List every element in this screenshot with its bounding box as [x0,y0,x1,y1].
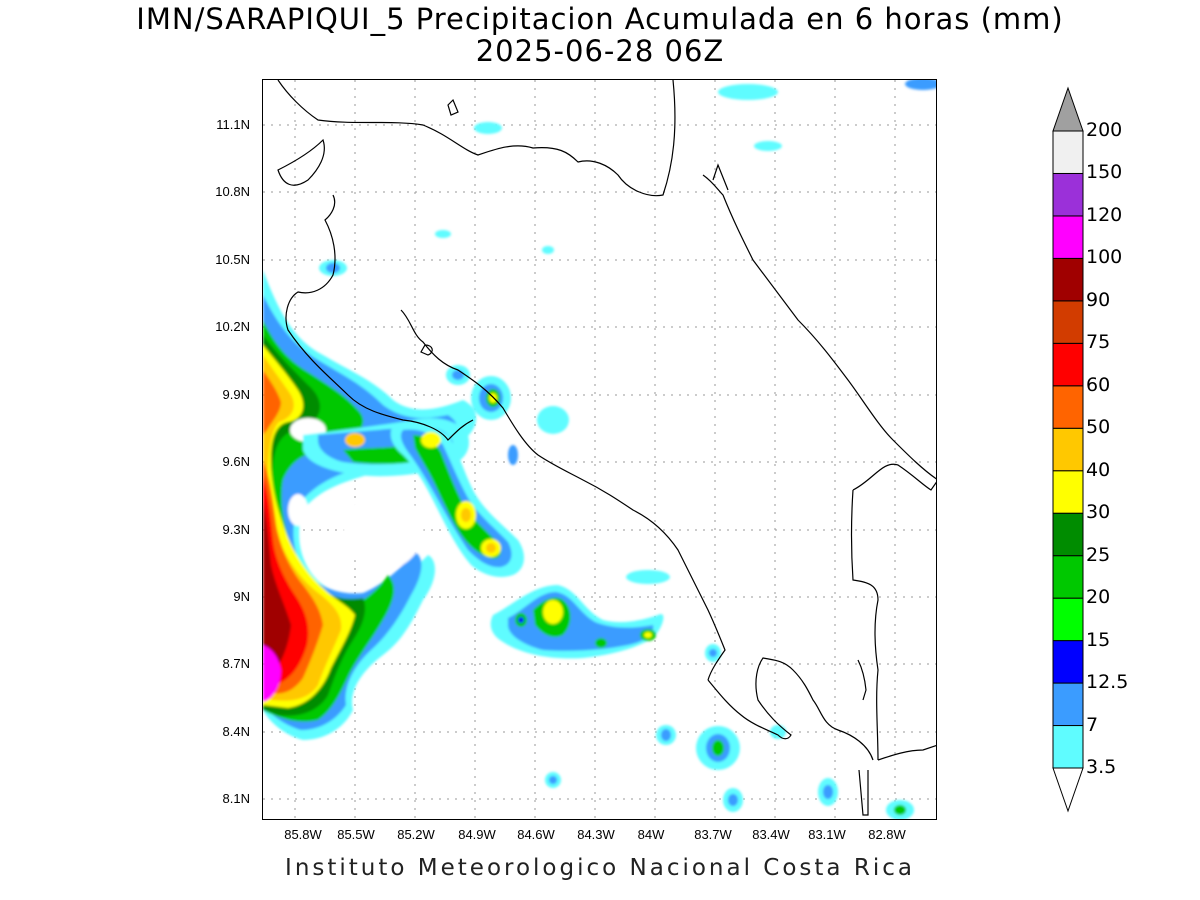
legend-swatch [1052,257,1084,302]
color-legend: 3.5 7 12.5 15 20 25 30 40 50 60 75 90 100 120 150 200 [1050,85,1190,815]
legend-level-label: 150 [1086,161,1123,184]
lat-tick-label: 10.5N [215,252,250,267]
legend-level-label: 3.5 [1086,756,1117,778]
map-canvas [263,80,936,819]
graticule [263,80,936,819]
lat-tick-label: 9.6N [222,454,250,469]
legend-swatch [1052,427,1084,472]
lat-tick-label: 9.9N [222,387,250,402]
chart-subtitle-date: 2025-06-28 06Z [475,34,725,68]
legend-colorbar [1052,86,1084,813]
legend-level-label: 100 [1086,246,1123,269]
lon-tick-label: 85.8W [284,827,322,842]
lon-tick-label: 84W [637,827,665,842]
legend-level-label: 7 [1086,713,1099,736]
legend-level-label: 15 [1086,628,1111,651]
lat-tick-label: 8.4N [222,724,250,739]
legend-swatch [1052,172,1084,217]
precipitation-map [262,79,937,820]
legend-level-label: 200 [1086,119,1123,141]
legend-swatch [1052,130,1084,174]
lat-tick-label: 9N [233,589,250,604]
lon-tick-label: 83.7W [694,827,732,842]
legend-level-label: 20 [1086,586,1111,609]
legend-level-label: 12.5 [1086,671,1129,694]
legend-level-label: 60 [1086,373,1111,396]
legend-swatch [1052,597,1084,642]
legend-swatch [1052,512,1084,557]
footer-credit: Instituto Meteorologico Nacional Costa R… [285,855,915,881]
legend-swatch [1052,470,1084,514]
legend-swatch [1052,342,1084,387]
lon-tick-label: 83.1W [808,827,846,842]
legend-level-label: 75 [1086,331,1111,354]
lat-tick-label: 11.1N [216,117,250,132]
precip-field [263,80,936,819]
legend-level-label: 25 [1086,543,1111,566]
legend-swatch [1052,385,1084,429]
lon-tick-label: 84.6W [517,827,555,842]
legend-level-label: 120 [1086,203,1123,226]
lon-tick-label: 85.5W [337,827,375,842]
coastline [277,80,936,816]
lat-tick-label: 10.2N [215,319,250,334]
lon-tick-label: 83.4W [752,827,790,842]
legend-swatch [1052,725,1084,769]
legend-swatch [1052,640,1084,684]
chart-title: IMN/SARAPIQUI_5 Precipitacion Acumulada … [136,2,1064,36]
lat-tick-label: 8.1N [222,791,250,806]
lat-tick-label: 10.8N [215,184,250,199]
lat-tick-label: 8.7N [222,656,250,671]
lon-tick-label: 84.3W [577,827,615,842]
lon-tick-label: 82.8W [868,827,906,842]
lat-tick-label: 9.3N [222,522,250,537]
legend-level-label: 50 [1086,416,1111,439]
lon-tick-label: 85.2W [397,827,435,842]
legend-level-label: 40 [1086,458,1111,481]
legend-level-label: 90 [1086,288,1111,311]
legend-swatch [1052,215,1084,259]
lon-tick-label: 84.9W [458,827,496,842]
legend-level-label: 30 [1086,501,1111,524]
legend-swatch [1052,300,1084,344]
legend-swatch [1052,555,1084,599]
legend-swatch [1052,682,1084,727]
